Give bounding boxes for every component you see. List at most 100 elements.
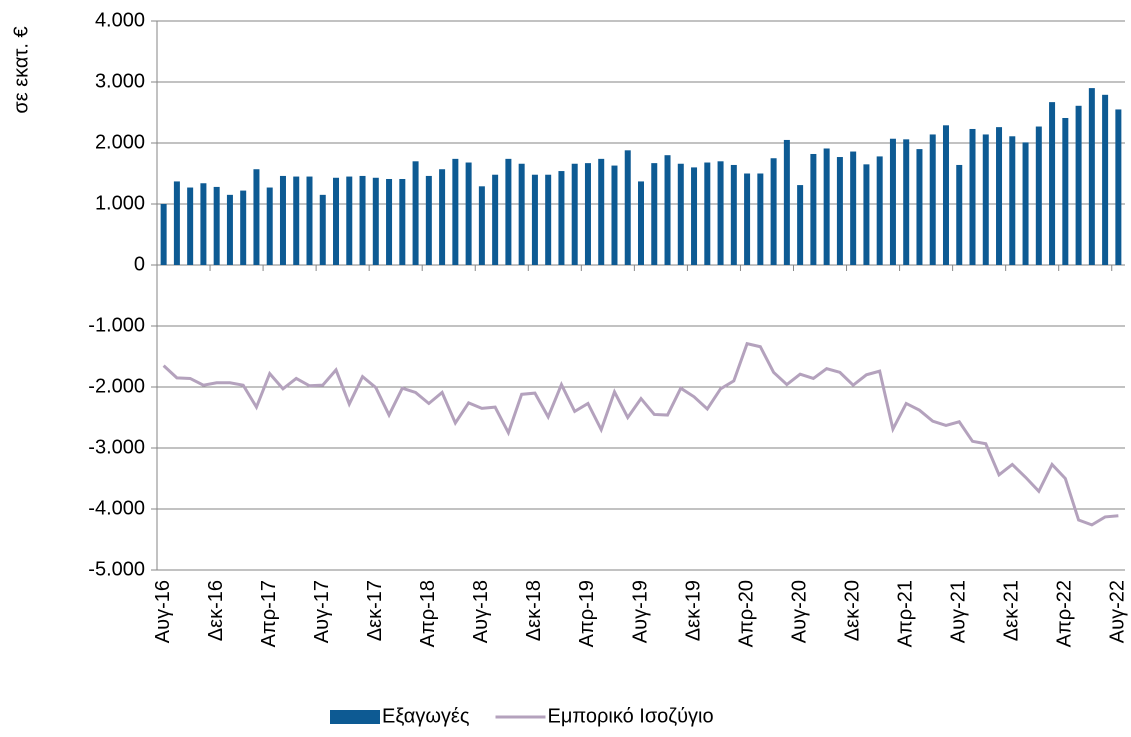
bar <box>240 190 247 265</box>
x-tick-label: Δεκ-17 <box>364 580 386 641</box>
legend-swatch <box>330 710 380 724</box>
bar <box>956 164 963 265</box>
bar <box>505 158 512 265</box>
bar <box>571 163 578 265</box>
bar <box>386 178 393 265</box>
bar <box>1022 142 1029 265</box>
bar <box>425 175 432 265</box>
bar <box>783 139 790 265</box>
bar <box>1009 136 1016 265</box>
bar <box>598 158 605 265</box>
y-tick-label: -1.000 <box>88 314 145 336</box>
bar <box>173 181 180 265</box>
y-tick-label: 4.000 <box>95 9 145 31</box>
y-tick-label: 3.000 <box>95 70 145 92</box>
bar <box>624 150 631 265</box>
bar <box>439 169 446 265</box>
bar <box>518 163 525 265</box>
bar <box>810 153 817 265</box>
bar <box>293 176 300 265</box>
bar <box>863 164 870 265</box>
y-tick-label: -2.000 <box>88 375 145 397</box>
x-tick-label: Αυγ-21 <box>948 580 970 643</box>
bar <box>319 194 326 265</box>
line <box>162 341 1119 527</box>
x-tick-label: Αυγ-20 <box>788 580 810 643</box>
bar <box>1049 102 1056 265</box>
legend-label: Εμπορικό Ισοζύγιο <box>548 705 714 727</box>
bar <box>465 162 472 265</box>
bar <box>200 183 207 265</box>
legend-label: Εξαγωγές <box>382 705 470 727</box>
bar <box>306 176 313 265</box>
bar <box>850 151 857 265</box>
x-tick-label: Αυγ-22 <box>1107 580 1129 643</box>
bar <box>770 158 777 265</box>
bar <box>1102 94 1109 265</box>
x-tick-label: Απρ-18 <box>417 580 439 647</box>
y-tick-label: -4.000 <box>88 497 145 519</box>
bar <box>558 171 565 265</box>
x-tick-label: Αυγ-16 <box>152 580 174 643</box>
y-tick-label: -5.000 <box>88 558 145 580</box>
bar <box>942 125 949 265</box>
x-tick-label: Δεκ-16 <box>205 580 227 641</box>
x-tick-label: Δεκ-20 <box>841 580 863 641</box>
bar <box>664 155 671 265</box>
y-tick-label: 0 <box>134 253 145 275</box>
x-tick-label: Απρ-19 <box>576 580 598 647</box>
bar <box>492 174 499 265</box>
bar <box>545 174 552 265</box>
bar <box>836 157 843 265</box>
bar <box>226 194 233 265</box>
bar <box>266 187 273 265</box>
bar <box>704 162 711 265</box>
y-tick-label: -3.000 <box>88 436 145 458</box>
bar <box>279 175 286 265</box>
bar <box>1115 109 1122 265</box>
x-tick-label: Δεκ-21 <box>1001 580 1023 641</box>
bar <box>412 161 419 265</box>
x-tick-label: Αυγ-17 <box>311 580 333 643</box>
x-tick-label: Αυγ-19 <box>629 580 651 643</box>
bar <box>187 187 194 265</box>
bar <box>452 158 459 265</box>
bar <box>333 177 340 265</box>
bar <box>677 163 684 265</box>
bar <box>253 169 260 265</box>
bar <box>996 127 1003 265</box>
bar <box>889 138 896 265</box>
bar <box>213 186 220 265</box>
bar <box>399 178 406 265</box>
bar <box>1075 105 1082 265</box>
bar <box>651 163 658 265</box>
bar <box>359 175 366 265</box>
bar <box>1035 126 1042 265</box>
bar <box>744 173 751 265</box>
bar <box>691 167 698 265</box>
y-tick-label: 1.000 <box>95 192 145 214</box>
bar <box>1088 88 1095 265</box>
bar <box>797 185 804 265</box>
bar <box>717 161 724 265</box>
bar <box>346 176 353 265</box>
bar <box>969 128 976 265</box>
bar <box>929 134 936 265</box>
x-tick-label: Απρ-17 <box>258 580 280 647</box>
bar <box>982 134 989 265</box>
bar <box>730 164 737 265</box>
bar <box>638 181 644 265</box>
x-tick-label: Αυγ-18 <box>470 580 492 643</box>
bar <box>584 163 591 265</box>
x-tick-label: Δεκ-19 <box>682 580 704 641</box>
y-axis-label: σε εκατ. € <box>10 26 32 113</box>
bar <box>611 165 618 265</box>
bar <box>876 156 883 265</box>
bar <box>916 149 923 265</box>
x-tick-label: Απρ-20 <box>735 580 757 647</box>
bar <box>478 186 485 265</box>
x-tick-label: Απρ-22 <box>1054 580 1076 647</box>
y-tick-label: 2.000 <box>95 131 145 153</box>
bar <box>903 139 910 265</box>
